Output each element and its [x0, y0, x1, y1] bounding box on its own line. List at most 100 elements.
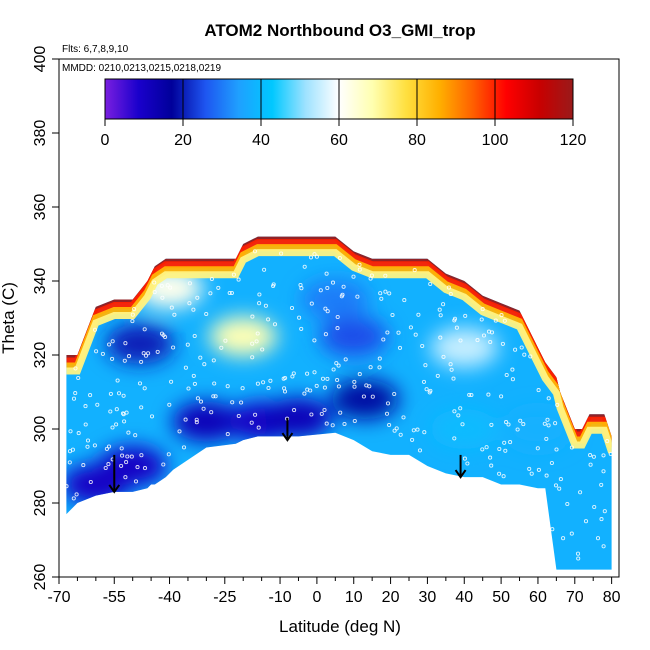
field-blob — [330, 379, 399, 420]
observation-point — [529, 471, 534, 476]
observation-point — [191, 373, 196, 378]
observation-point — [428, 281, 433, 287]
observation-point — [463, 313, 468, 318]
observation-point — [183, 417, 188, 422]
observation-point — [146, 351, 151, 356]
observation-point — [423, 363, 428, 368]
observation-point — [76, 431, 81, 436]
observation-point — [124, 460, 129, 465]
observation-point — [229, 290, 234, 296]
colorbar-ticks: 0 20 40 60 80 100 120 — [101, 79, 586, 149]
observation-point — [268, 378, 273, 383]
observation-point — [122, 358, 127, 363]
observation-point — [384, 411, 390, 416]
y-tick-label: 400 — [32, 46, 49, 73]
observation-point — [161, 333, 166, 338]
observation-point — [320, 376, 326, 381]
x-tick-label: 40 — [455, 589, 473, 606]
observation-point — [74, 492, 79, 497]
chart-title: ATOM2 Northbound O3_GMI_trop — [204, 21, 475, 40]
observation-point — [452, 436, 457, 441]
observation-point — [504, 372, 509, 378]
field-blob — [430, 327, 499, 368]
observation-point — [322, 385, 327, 390]
observation-point — [352, 384, 357, 389]
observation-point — [368, 276, 373, 281]
observation-point — [489, 463, 494, 468]
observation-point — [213, 394, 218, 399]
observation-point — [108, 391, 113, 396]
observation-point — [398, 432, 403, 437]
field-blob — [430, 409, 499, 449]
observation-point — [100, 351, 105, 356]
colorbar-tick-label: 20 — [174, 132, 192, 149]
observation-point — [223, 338, 228, 343]
observation-point — [493, 318, 498, 323]
observation-point — [187, 301, 192, 306]
colorbar-tick-label: 100 — [482, 132, 509, 149]
observation-point — [92, 327, 98, 332]
observation-point — [576, 556, 581, 561]
observation-point — [240, 386, 245, 391]
observation-point — [352, 418, 357, 424]
observation-point — [335, 314, 340, 320]
observation-point — [497, 446, 502, 452]
observation-point — [330, 423, 335, 428]
observation-point — [428, 388, 433, 393]
observation-point — [130, 312, 135, 317]
observation-point — [479, 317, 484, 322]
observation-point — [504, 420, 509, 425]
observation-point — [554, 447, 559, 452]
observation-point — [458, 338, 463, 343]
observation-point — [312, 252, 317, 257]
observation-point — [261, 380, 266, 385]
observation-point — [309, 301, 314, 306]
observation-point — [569, 531, 574, 536]
observation-point — [499, 313, 504, 318]
observation-point — [119, 446, 124, 451]
observation-point — [527, 466, 532, 471]
observation-point — [591, 454, 596, 459]
observation-point — [377, 356, 382, 361]
observation-point — [412, 268, 417, 273]
observation-point — [139, 405, 144, 410]
observation-point — [488, 455, 493, 460]
observation-point — [172, 312, 177, 317]
observation-point — [308, 255, 314, 260]
observation-point — [167, 402, 172, 407]
observation-point — [291, 371, 296, 376]
observation-point — [143, 353, 149, 358]
x-tick-label: 20 — [382, 589, 400, 606]
observation-point — [67, 460, 72, 465]
observation-point — [508, 440, 513, 445]
arrow-head — [454, 469, 467, 479]
observation-point — [252, 249, 258, 254]
observation-point — [194, 417, 199, 422]
flights-annotation: Flts: 6,7,8,9,10 — [62, 44, 129, 55]
y-axis: 260 280 300 320 340 360 380 400 — [32, 46, 59, 590]
observation-point — [501, 474, 506, 479]
observation-point — [565, 501, 570, 507]
observation-point — [486, 329, 492, 334]
y-tick-label: 360 — [32, 194, 49, 221]
observation-point — [71, 496, 76, 501]
observation-point — [401, 415, 406, 420]
observation-point — [123, 341, 128, 346]
observation-point — [542, 421, 547, 426]
observation-point — [518, 418, 523, 423]
observation-point — [578, 490, 583, 495]
observation-point — [599, 482, 604, 487]
observation-point — [202, 362, 207, 367]
observation-point — [187, 281, 192, 286]
observation-point — [448, 291, 453, 297]
observation-point — [513, 347, 518, 352]
arrow-head — [108, 484, 121, 494]
observation-point — [290, 374, 295, 379]
observation-point — [601, 453, 606, 458]
observation-point — [323, 332, 328, 337]
observation-point — [608, 451, 613, 457]
observation-point — [383, 289, 388, 294]
field-blob — [301, 279, 370, 320]
x-tick-label: 30 — [419, 589, 437, 606]
